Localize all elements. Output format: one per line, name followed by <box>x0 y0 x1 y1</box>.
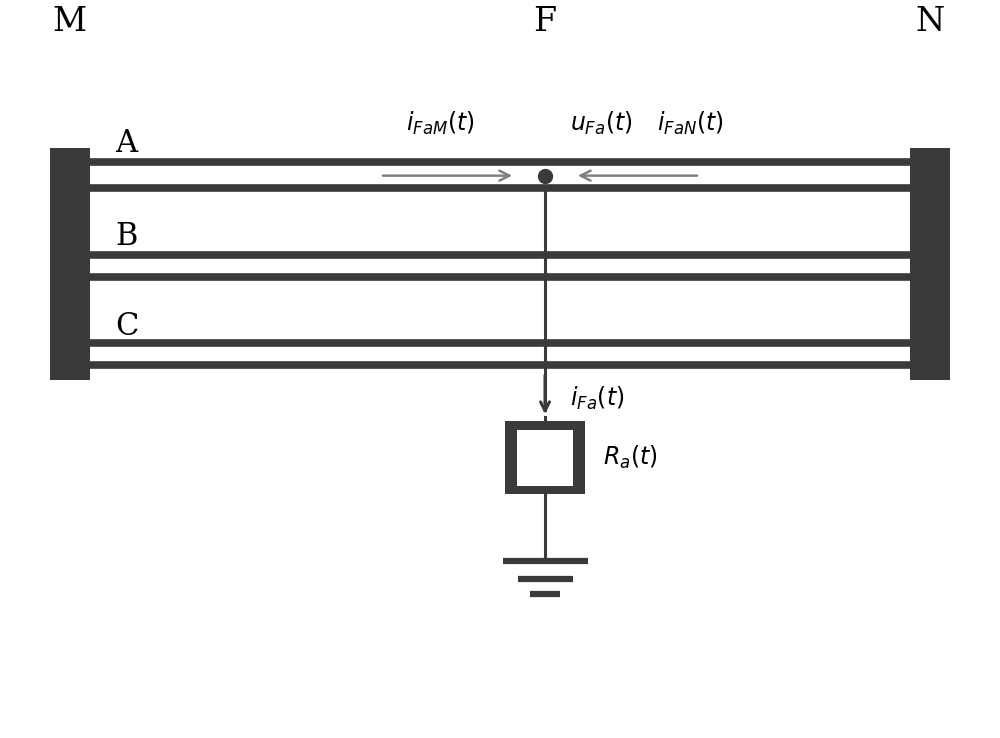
Text: $i_{FaM}(t)$: $i_{FaM}(t)$ <box>406 109 474 137</box>
Text: A: A <box>115 128 137 159</box>
Text: C: C <box>115 311 138 342</box>
Bar <box>50 148 90 380</box>
Text: F: F <box>533 6 557 38</box>
Text: $R_a(t)$: $R_a(t)$ <box>603 444 658 471</box>
Text: $i_{FaN}(t)$: $i_{FaN}(t)$ <box>657 109 723 137</box>
Text: N: N <box>915 6 945 38</box>
Text: $i_{Fa}(t)$: $i_{Fa}(t)$ <box>570 385 624 412</box>
Bar <box>517 430 573 486</box>
Text: M: M <box>53 6 87 38</box>
Bar <box>505 421 585 494</box>
Text: B: B <box>115 221 137 252</box>
Bar <box>910 148 950 380</box>
Text: $u_{Fa}(t)$: $u_{Fa}(t)$ <box>570 109 633 137</box>
